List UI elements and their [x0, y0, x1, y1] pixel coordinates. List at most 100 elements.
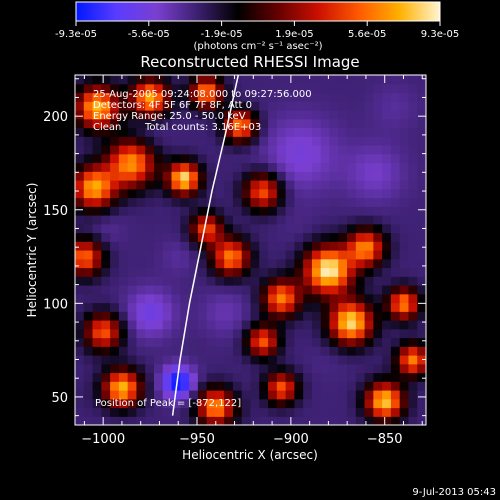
heatmap-cell [390, 136, 401, 146]
heatmap-cell [303, 407, 313, 417]
heatmap-cell [241, 75, 252, 85]
heatmap-cell [171, 355, 181, 365]
heatmap-cell [294, 293, 304, 304]
heatmap-cell [162, 171, 173, 181]
heatmap-cell [408, 110, 418, 120]
heatmap-cell [382, 127, 392, 137]
heatmap-cell [110, 407, 120, 417]
heatmap-cell [285, 101, 295, 111]
heatmap-cell [92, 188, 102, 199]
heatmap-cell [311, 188, 322, 199]
heatmap-cell [329, 320, 339, 330]
heatmap-cell [268, 223, 278, 234]
heatmap-cell [390, 337, 401, 347]
heatmap-cell [127, 250, 138, 260]
heatmap-cell [294, 162, 304, 172]
heatmap-cell [197, 215, 208, 225]
heatmap-cell [285, 416, 295, 425]
heatmap-cell [294, 267, 304, 277]
heatmap-cell [382, 416, 392, 425]
heatmap-cell [162, 92, 173, 102]
heatmap-cell [276, 232, 287, 242]
heatmap-cell [197, 223, 208, 234]
heatmap-cell [136, 267, 146, 277]
heatmap-cell [390, 267, 401, 277]
heatmap-cell [311, 180, 322, 190]
heatmap-cell [83, 101, 94, 111]
heatmap-cell [338, 320, 348, 330]
heatmap-cell [197, 390, 208, 400]
heatmap-cell [92, 162, 102, 172]
heatmap-cell [206, 293, 217, 304]
heatmap-cell [320, 153, 331, 164]
heatmap-cell [127, 188, 138, 199]
heatmap-cell [180, 390, 190, 400]
heatmap-cell [285, 355, 295, 365]
heatmap-cell [224, 171, 234, 181]
heatmap-cell [180, 171, 190, 181]
heatmap-cell [224, 302, 234, 312]
heatmap-cell [83, 83, 94, 94]
heatmap-cell [110, 267, 120, 277]
heatmap-cell [347, 416, 357, 425]
heatmap-cell [285, 328, 295, 339]
heatmap-cell [215, 311, 225, 321]
heatmap-cell [294, 136, 304, 146]
heatmap-cell [311, 258, 322, 269]
heatmap-cell [382, 328, 392, 339]
heatmap-cell [329, 223, 339, 234]
heatmap-cell [373, 372, 383, 382]
heatmap-cell [241, 197, 252, 207]
heatmap-cell [232, 188, 243, 199]
heatmap-cell [347, 206, 357, 216]
heatmap-cell [118, 293, 129, 304]
heatmap-cell [276, 398, 287, 409]
heatmap-cell [338, 337, 348, 347]
heatmap-cell [250, 337, 260, 347]
heatmap-cell [399, 372, 410, 382]
heatmap-cell [83, 250, 94, 260]
heatmap-cell [382, 118, 392, 129]
heatmap-cell [136, 153, 146, 164]
heatmap-cell [364, 153, 374, 164]
heatmap-cell [303, 145, 313, 155]
heatmap-cell [75, 162, 85, 172]
heatmap-cell [83, 302, 94, 312]
heatmap-cell [399, 136, 410, 146]
heatmap-cell [153, 320, 164, 330]
heatmap-cell [101, 197, 111, 207]
heatmap-cell [118, 223, 129, 234]
heatmap-cell [347, 285, 357, 295]
heatmap-cell [329, 250, 339, 260]
heatmap-cell [153, 188, 164, 199]
heatmap-cell [127, 302, 138, 312]
annotation-detectors: Detectors: 4F 5F 6F 7F 8F, Att 0 [93, 100, 252, 111]
heatmap-cell [329, 372, 339, 382]
heatmap-cell [303, 416, 313, 425]
heatmap-cell [294, 407, 304, 417]
heatmap-cell [390, 180, 401, 190]
heatmap-cell [417, 250, 426, 260]
heatmap-cell [83, 223, 94, 234]
heatmap-cell [153, 276, 164, 286]
annotations: 25-Aug-2005 09:24:08.000 to 09:27:56.000… [93, 89, 312, 409]
heatmap-cell [399, 363, 410, 374]
heatmap-cell [162, 232, 173, 242]
heatmap-cell [311, 145, 322, 155]
heatmap-cell [215, 390, 225, 400]
heatmap-cell [75, 381, 85, 391]
heatmap-cell [189, 153, 199, 164]
heatmap-cell [250, 407, 260, 417]
heatmap-cell [206, 136, 217, 146]
heatmap-cell [75, 328, 85, 339]
heatmap-cell [268, 153, 278, 164]
heatmap-cell [153, 127, 164, 137]
heatmap-cell [382, 381, 392, 391]
heatmap-cell [189, 311, 199, 321]
heatmap-cell [206, 398, 217, 409]
heatmap-cell [364, 75, 374, 85]
heatmap-cell [417, 206, 426, 216]
heatmap-cell [408, 398, 418, 409]
heatmap-cell [197, 101, 208, 111]
heatmap-cell [215, 223, 225, 234]
